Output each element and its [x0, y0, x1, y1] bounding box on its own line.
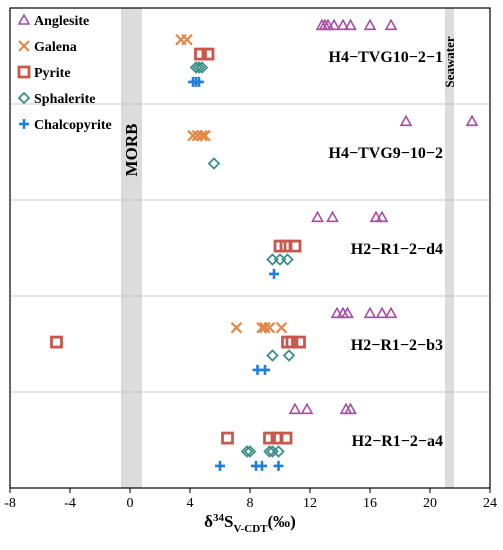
- galena-point: [196, 129, 208, 142]
- seawater-label: Seawater: [442, 36, 457, 87]
- sample-label: H2−R1−2−b3: [351, 337, 443, 354]
- sphalerite-point: [240, 445, 254, 458]
- x-axis-label: δ34SV-CDT(‰): [204, 512, 296, 535]
- morb-label: MORB: [122, 124, 141, 177]
- chalcopyrite-point: [269, 268, 279, 279]
- anglesite-point: [344, 402, 357, 415]
- chalcopyrite-point: [215, 460, 225, 471]
- galena-point: [259, 321, 271, 334]
- anglesite-point: [375, 210, 389, 223]
- sphalerite-point: [243, 445, 257, 458]
- galena-point: [263, 321, 276, 334]
- pyrite-point: [279, 431, 293, 445]
- anglesite-point: [300, 402, 314, 415]
- pyrite-point: [293, 335, 306, 349]
- legend-anglesite-icon: [17, 13, 31, 25]
- anglesite-point: [321, 18, 335, 31]
- anglesite-point: [384, 306, 398, 319]
- pyrite-point: [288, 239, 302, 253]
- sphalerite-point: [192, 61, 206, 74]
- pyrite-point: [194, 47, 207, 61]
- chalcopyrite-point: [257, 460, 267, 471]
- galena-point: [230, 321, 243, 334]
- anglesite-point: [369, 210, 383, 223]
- x-tick-label: 4: [187, 496, 194, 511]
- anglesite-point: [344, 18, 357, 31]
- sphalerite-point: [207, 157, 221, 170]
- pyrite-point: [221, 431, 234, 445]
- pyrite-point: [50, 335, 63, 349]
- x-axis-ticks: -8 -4 0 4 8 12 16 20 24: [4, 488, 497, 511]
- legend: Anglesite Galena Pyrite Sphalerite Chalcopyr…: [17, 13, 112, 133]
- sphalerite-point: [195, 61, 209, 74]
- galena-point: [275, 321, 288, 334]
- sample-labels: H4−TVG10−2−1 H4−TVG9−10−2 H2−R1−2−d4 H2−R1−…: [329, 49, 443, 450]
- anglesite-point: [465, 114, 479, 127]
- legend-chalcopyrite-icon: [19, 119, 29, 129]
- anglesite-point: [363, 306, 377, 319]
- anglesite-point: [288, 402, 302, 415]
- sample-label: H4−TVG10−2−1: [329, 49, 443, 66]
- anglesite-point: [363, 18, 377, 31]
- legend-label: Pyrite: [34, 66, 71, 81]
- legend-pyrite-icon: [17, 65, 31, 79]
- legend-galena-icon: [18, 40, 30, 52]
- x-tick-label: 0: [127, 496, 134, 511]
- anglesite-point: [330, 306, 344, 319]
- anglesite-point: [327, 18, 341, 31]
- seawater-band: [445, 8, 454, 488]
- anglesite-point: [375, 306, 389, 319]
- anglesite-point: [341, 306, 354, 319]
- legend-label: Chalcopyrite: [34, 118, 112, 133]
- sphalerite-point: [281, 253, 294, 266]
- sample-label: H2−R1−2−a4: [352, 433, 443, 450]
- sphalerite-point: [282, 349, 296, 362]
- galena-point: [187, 129, 199, 142]
- legend-label: Sphalerite: [34, 92, 95, 107]
- x-tick-label: 20: [423, 496, 437, 511]
- sphalerite-point: [263, 445, 276, 458]
- chalcopyrite-point: [194, 76, 204, 87]
- data-points: [50, 18, 479, 471]
- sphalerite-point: [272, 445, 285, 458]
- legend-label: Galena: [34, 40, 77, 55]
- anglesite-point: [384, 18, 398, 31]
- chalcopyrite-point: [260, 364, 270, 375]
- x-tick-label: -4: [64, 496, 76, 511]
- x-tick-label: 12: [303, 496, 317, 511]
- pyrite-point: [263, 431, 276, 445]
- galena-point: [199, 129, 211, 142]
- x-tick-label: -8: [4, 496, 16, 511]
- legend-sphalerite-icon: [17, 91, 31, 105]
- galena-point: [181, 33, 193, 46]
- reference-bands: MORB Seawater: [121, 8, 457, 488]
- legend-label: Anglesite: [34, 14, 89, 29]
- sample-label: H2−R1−2−d4: [351, 241, 443, 258]
- anglesite-point: [326, 210, 339, 223]
- morb-band: [121, 8, 142, 488]
- anglesite-point: [311, 210, 324, 223]
- anglesite-point: [336, 18, 350, 31]
- sphalerite-point: [266, 349, 279, 362]
- chalcopyrite-point: [273, 460, 284, 471]
- x-tick-label: 16: [363, 496, 377, 511]
- pyrite-point: [201, 47, 215, 61]
- x-tick-label: 24: [483, 496, 497, 511]
- pyrite-point: [285, 335, 299, 349]
- x-tick-label: 8: [247, 496, 254, 511]
- anglesite-point: [399, 114, 413, 127]
- sample-label: H4−TVG9−10−2: [329, 145, 443, 162]
- panel-dividers: [10, 103, 490, 393]
